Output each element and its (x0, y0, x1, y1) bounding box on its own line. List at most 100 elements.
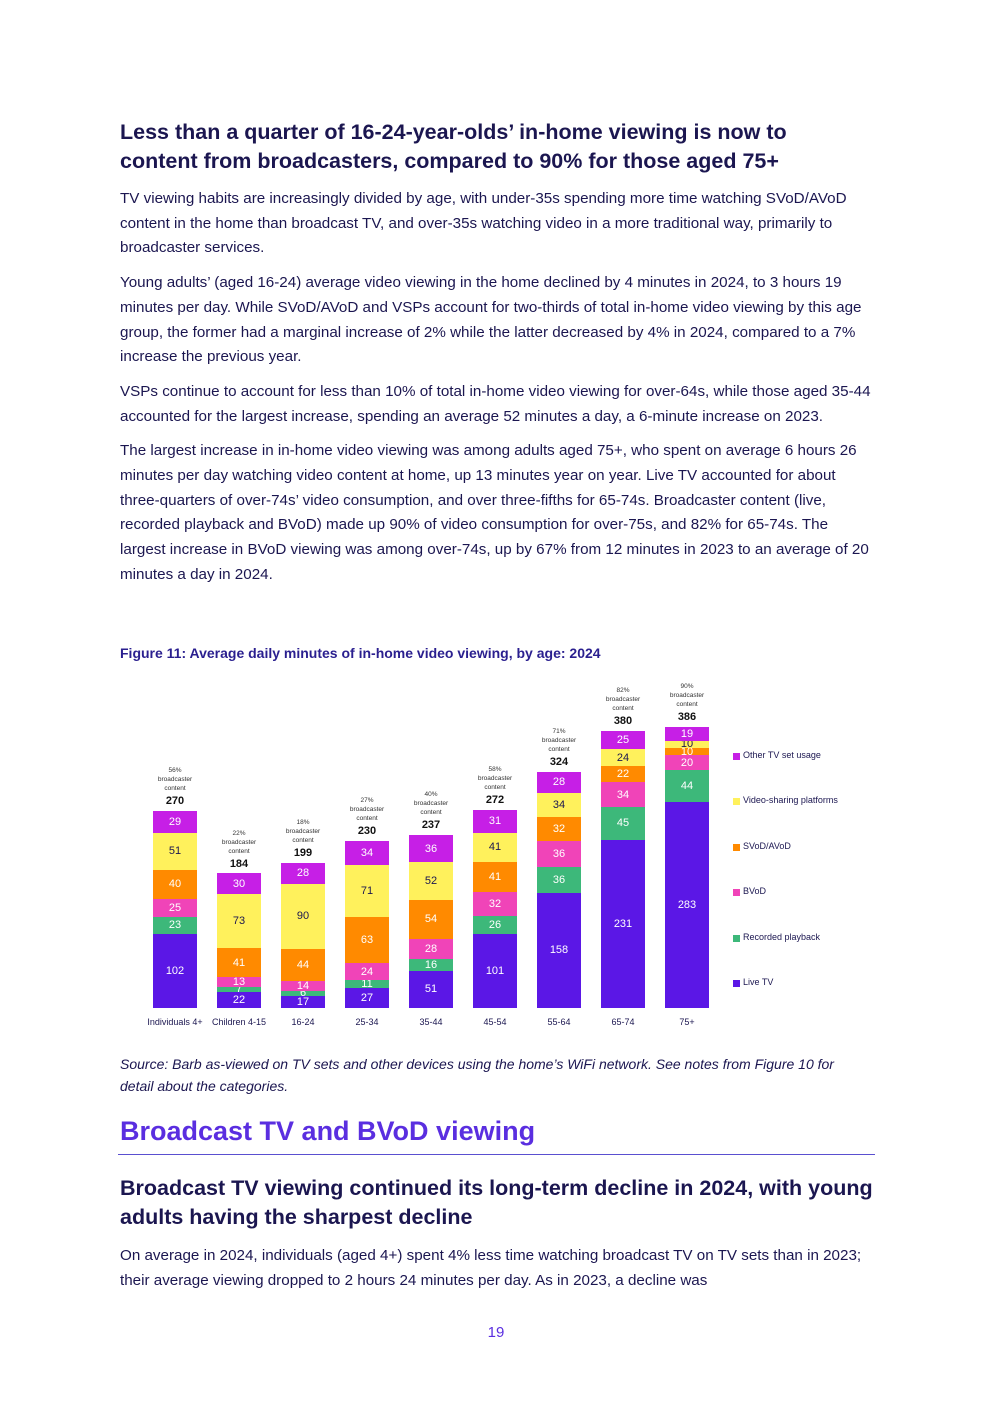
data-label: 44 (296, 959, 310, 972)
bar-segment (345, 980, 389, 989)
bar-segment (665, 769, 709, 802)
x-tick-label: Children 4-15 (211, 1017, 267, 1027)
data-label: 32 (488, 897, 502, 910)
bar-segment (281, 981, 325, 992)
legend-label: Other TV set usage (743, 750, 821, 760)
legend-label: Recorded playback (743, 931, 821, 942)
data-label: 28 (296, 867, 310, 880)
bar-segment (153, 933, 197, 1008)
data-label: 14 (296, 980, 310, 993)
bar-segment (217, 947, 261, 978)
data-label: 10 (680, 745, 694, 758)
data-label: 52 (424, 874, 438, 887)
data-label: 71 (360, 885, 374, 898)
data-label: 34 (552, 798, 566, 811)
page-number: 19 (487, 1324, 505, 1341)
bar-segment (473, 892, 517, 916)
bar-segment (281, 949, 325, 982)
bar-segment (281, 995, 325, 1008)
data-label: 41 (488, 871, 502, 884)
data-label: 7 (235, 983, 243, 996)
total-label: 184 (229, 858, 249, 871)
bar-segment (153, 898, 197, 917)
data-label: 28 (424, 943, 438, 956)
bar-segment (537, 840, 581, 867)
paragraph: TV viewing habits are increasingly divid… (120, 190, 847, 257)
bar-segment (665, 755, 709, 770)
data-label: 231 (613, 917, 633, 930)
bar-segment (665, 801, 709, 1008)
bar-segment (153, 869, 197, 899)
data-label: 54 (424, 913, 438, 926)
bar-segment (601, 839, 645, 1008)
paragraph: The largest increase in in-home video vi… (120, 442, 869, 583)
x-tick-label: 55-64 (547, 1017, 571, 1027)
legend-swatch (733, 843, 740, 851)
bar-segment (217, 894, 261, 948)
total-label: 272 (485, 793, 505, 806)
legend-swatch (733, 934, 740, 942)
bar-segment (217, 986, 261, 992)
bar-segment (537, 892, 581, 1008)
data-label: 40 (168, 878, 182, 891)
legend-label: Live TV (743, 977, 774, 987)
bar-segment (409, 835, 453, 862)
broadcaster-share-label: 90% broadcaster content (669, 683, 705, 708)
data-label: 51 (168, 845, 182, 858)
total-label: 386 (677, 711, 697, 723)
data-label: 13 (232, 976, 246, 989)
bar-segment (409, 970, 453, 1008)
data-label: 36 (552, 847, 566, 860)
data-label: 20 (680, 756, 694, 769)
data-label: 22 (616, 768, 630, 781)
broadcaster-share-label: 71% broadcaster content (541, 728, 577, 754)
data-label: 26 (488, 919, 502, 931)
x-tick-label: 45-54 (483, 1017, 507, 1027)
bar-segment (281, 883, 325, 950)
bar-segment (601, 782, 645, 808)
data-label: 28 (552, 776, 566, 789)
bar-segment (665, 748, 709, 756)
data-label: 10 (680, 738, 694, 751)
bar-segment (601, 766, 645, 783)
bar-segment (345, 988, 389, 1008)
data-label: 41 (232, 956, 246, 969)
x-tick-label: 25-34 (355, 1017, 379, 1027)
chart: Figure 11: Average daily minutes of in-h… (120, 640, 880, 1040)
data-label: 22 (232, 993, 246, 1006)
bar-segment (665, 740, 709, 749)
body-text: TV viewing habits are increasingly divid… (120, 187, 872, 598)
legend-swatch (733, 980, 740, 987)
data-label: 24 (616, 751, 630, 764)
legend-swatch (733, 753, 740, 760)
bar-segment (665, 727, 709, 741)
bar-segment (281, 863, 325, 884)
legend-swatch (733, 798, 740, 806)
bar-segment (537, 817, 581, 841)
data-label: 6 (299, 987, 307, 1000)
bar-segment (601, 807, 645, 840)
data-label: 29 (168, 816, 182, 828)
bar-segment (409, 938, 453, 960)
legend-swatch (733, 889, 740, 897)
broadcaster-share-label: 18% broadcaster content (285, 819, 321, 845)
chart-title: Figure 11: Average daily minutes of in-h… (120, 645, 601, 661)
bar-segment (409, 861, 453, 900)
data-label: 34 (616, 788, 630, 801)
bar-segment (537, 772, 581, 793)
data-label: 44 (680, 779, 694, 792)
section-rule (118, 1154, 875, 1155)
data-label: 283 (677, 898, 697, 911)
broadcaster-share-label: 56% broadcaster content (157, 767, 193, 793)
bar-segment (473, 915, 517, 935)
x-tick-label: 65-74 (611, 1017, 635, 1027)
broadcaster-share-label: 58% broadcaster content (477, 766, 513, 791)
subheading: Broadcast TV viewing continued its long-… (120, 1176, 873, 1229)
bar-segment (537, 866, 581, 893)
bar-segment (217, 991, 261, 1008)
data-label: 30 (232, 877, 246, 890)
data-label: 73 (232, 915, 246, 927)
total-label: 380 (613, 715, 633, 728)
data-label: 24 (360, 965, 374, 978)
bar-segment (345, 840, 389, 866)
